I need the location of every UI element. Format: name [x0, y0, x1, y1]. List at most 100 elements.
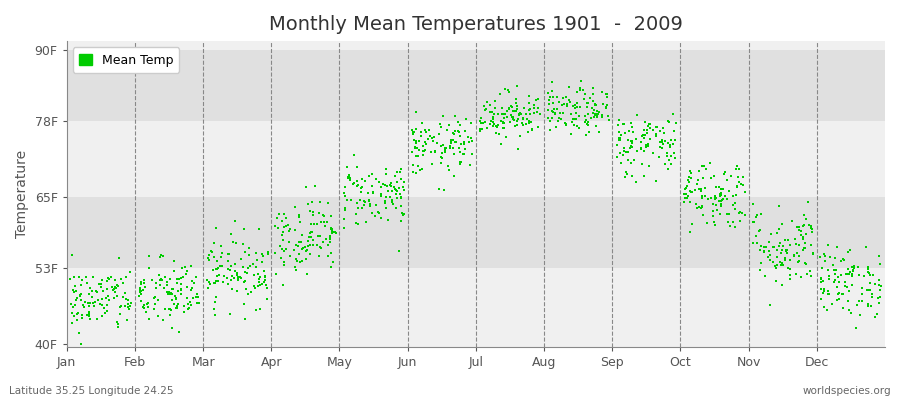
Point [625, 173, 639, 180]
Point [204, 248, 219, 254]
Point [567, 116, 581, 122]
Point [529, 109, 544, 115]
Point [721, 219, 735, 225]
Point [789, 270, 804, 277]
Point [277, 261, 292, 268]
Point [412, 146, 427, 153]
Point [845, 267, 859, 274]
Point [555, 102, 570, 108]
Point [799, 271, 814, 278]
Point [157, 285, 171, 292]
Point [600, 113, 615, 119]
Point [119, 274, 133, 280]
Point [525, 126, 539, 132]
Point [636, 132, 651, 139]
Point [358, 178, 373, 184]
Point [752, 228, 766, 235]
Point [543, 118, 557, 124]
Point [318, 223, 332, 229]
Point [96, 305, 111, 311]
Point [438, 149, 453, 155]
Point [206, 267, 220, 273]
Point [378, 182, 392, 188]
Point [509, 96, 524, 102]
Point [310, 242, 325, 249]
Point [678, 186, 692, 192]
Point [526, 110, 541, 116]
Point [580, 119, 595, 125]
Point [590, 113, 605, 119]
Point [159, 279, 174, 285]
Point [682, 188, 697, 194]
Point [506, 116, 520, 123]
Point [851, 298, 866, 305]
Point [456, 139, 471, 145]
Point [639, 144, 653, 150]
Point [354, 185, 368, 191]
Point [850, 302, 864, 308]
Point [303, 242, 318, 248]
Point [328, 229, 342, 235]
Point [324, 226, 338, 232]
Point [167, 258, 182, 264]
Point [770, 247, 784, 253]
Point [406, 131, 420, 137]
Point [441, 163, 455, 169]
Point [763, 231, 778, 238]
Point [223, 262, 238, 269]
Point [732, 178, 746, 185]
Point [275, 236, 290, 243]
Point [626, 157, 641, 163]
Point [522, 111, 536, 117]
Point [248, 307, 263, 313]
Point [313, 199, 328, 206]
Bar [67, 120, 885, 197]
Point [426, 138, 440, 144]
Point [524, 119, 538, 126]
Point [68, 302, 82, 308]
Point [240, 270, 255, 276]
Point [445, 139, 459, 146]
Point [290, 258, 304, 264]
Point [148, 294, 163, 300]
Point [406, 137, 420, 143]
Point [89, 289, 104, 296]
Point [220, 281, 235, 287]
Point [251, 271, 266, 277]
Point [814, 274, 829, 281]
Point [473, 114, 488, 121]
Bar [67, 50, 885, 120]
Point [816, 250, 831, 257]
Point [94, 281, 109, 287]
Point [378, 166, 392, 172]
Point [461, 134, 475, 140]
Point [860, 301, 875, 308]
Point [324, 249, 338, 256]
Point [83, 285, 97, 291]
Point [112, 304, 127, 310]
Point [141, 316, 156, 322]
Point [406, 129, 420, 135]
Point [679, 191, 693, 197]
Point [310, 221, 325, 227]
Point [805, 229, 819, 235]
Point [563, 111, 578, 117]
Point [224, 277, 238, 283]
Point [76, 314, 90, 321]
Point [107, 294, 122, 301]
Point [586, 85, 600, 91]
Point [453, 159, 467, 166]
Point [298, 184, 312, 190]
Point [70, 310, 85, 316]
Point [497, 120, 511, 126]
Point [122, 304, 136, 310]
Point [120, 317, 134, 323]
Point [73, 292, 87, 299]
Point [851, 264, 866, 270]
Point [338, 215, 352, 222]
Point [207, 306, 221, 313]
Point [177, 264, 192, 270]
Point [114, 276, 129, 282]
Point [100, 286, 114, 292]
Point [464, 162, 478, 168]
